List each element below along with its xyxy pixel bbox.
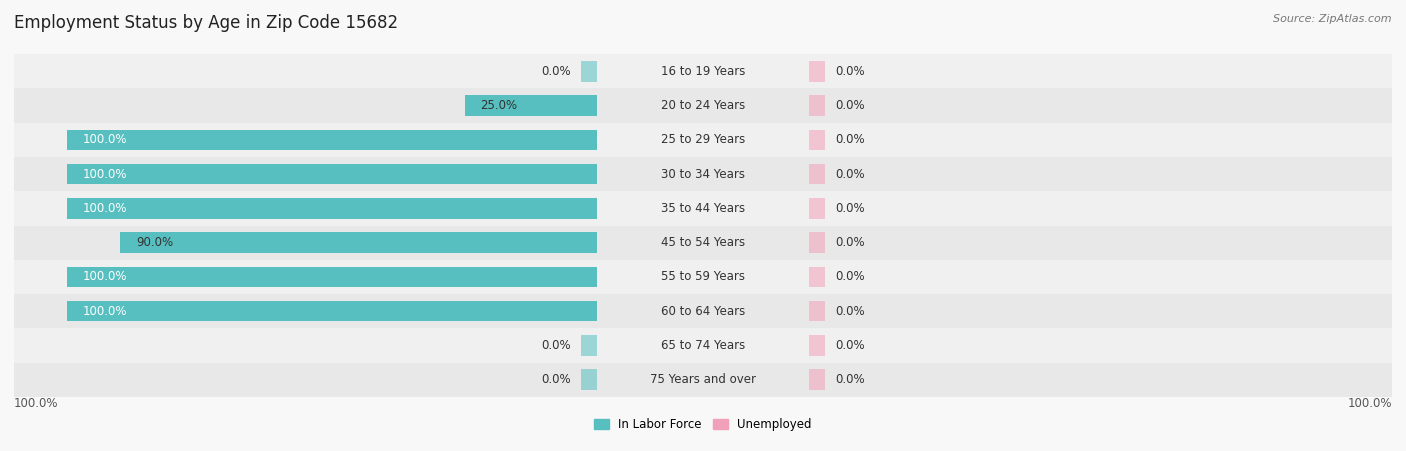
Text: 55 to 59 Years: 55 to 59 Years: [661, 271, 745, 283]
Text: 100.0%: 100.0%: [83, 133, 128, 146]
Bar: [14, 294, 1392, 328]
Text: 90.0%: 90.0%: [136, 236, 173, 249]
Text: 25 to 29 Years: 25 to 29 Years: [661, 133, 745, 146]
Bar: [67, 129, 598, 150]
Text: 0.0%: 0.0%: [835, 168, 865, 180]
Text: 0.0%: 0.0%: [835, 305, 865, 318]
Text: 100.0%: 100.0%: [1347, 397, 1392, 410]
Text: 0.0%: 0.0%: [835, 133, 865, 146]
Bar: [14, 54, 1392, 88]
Bar: [14, 328, 1392, 363]
Text: 35 to 44 Years: 35 to 44 Years: [661, 202, 745, 215]
Text: Source: ZipAtlas.com: Source: ZipAtlas.com: [1274, 14, 1392, 23]
Text: 16 to 19 Years: 16 to 19 Years: [661, 65, 745, 78]
Bar: [581, 369, 598, 390]
Text: 25.0%: 25.0%: [481, 99, 517, 112]
Bar: [14, 363, 1392, 397]
Bar: [808, 61, 825, 82]
Text: 100.0%: 100.0%: [83, 305, 128, 318]
Bar: [581, 335, 598, 356]
Bar: [14, 260, 1392, 294]
Text: 0.0%: 0.0%: [835, 339, 865, 352]
Bar: [808, 232, 825, 253]
Bar: [808, 164, 825, 184]
Text: 75 Years and over: 75 Years and over: [650, 373, 756, 386]
Bar: [808, 301, 825, 322]
Bar: [67, 198, 598, 219]
Text: 100.0%: 100.0%: [14, 397, 59, 410]
Text: 0.0%: 0.0%: [541, 339, 571, 352]
Bar: [67, 267, 598, 287]
Text: 0.0%: 0.0%: [835, 236, 865, 249]
Bar: [581, 61, 598, 82]
Text: 0.0%: 0.0%: [835, 99, 865, 112]
Text: 0.0%: 0.0%: [835, 271, 865, 283]
Bar: [14, 157, 1392, 191]
Bar: [808, 267, 825, 287]
Legend: In Labor Force, Unemployed: In Labor Force, Unemployed: [589, 413, 817, 436]
Bar: [808, 95, 825, 116]
Bar: [808, 129, 825, 150]
Bar: [67, 301, 598, 322]
Bar: [14, 226, 1392, 260]
Bar: [120, 232, 598, 253]
Text: 0.0%: 0.0%: [541, 65, 571, 78]
Bar: [14, 191, 1392, 226]
Text: 20 to 24 Years: 20 to 24 Years: [661, 99, 745, 112]
Text: 65 to 74 Years: 65 to 74 Years: [661, 339, 745, 352]
Text: 100.0%: 100.0%: [83, 168, 128, 180]
Text: 100.0%: 100.0%: [83, 271, 128, 283]
Bar: [808, 198, 825, 219]
Text: 0.0%: 0.0%: [835, 202, 865, 215]
Text: 0.0%: 0.0%: [835, 65, 865, 78]
Text: 60 to 64 Years: 60 to 64 Years: [661, 305, 745, 318]
Bar: [808, 335, 825, 356]
Bar: [464, 95, 598, 116]
Text: 45 to 54 Years: 45 to 54 Years: [661, 236, 745, 249]
Text: Employment Status by Age in Zip Code 15682: Employment Status by Age in Zip Code 156…: [14, 14, 398, 32]
Text: 30 to 34 Years: 30 to 34 Years: [661, 168, 745, 180]
Bar: [14, 123, 1392, 157]
Bar: [808, 369, 825, 390]
Text: 100.0%: 100.0%: [83, 202, 128, 215]
Text: 0.0%: 0.0%: [541, 373, 571, 386]
Bar: [14, 88, 1392, 123]
Bar: [67, 164, 598, 184]
Text: 0.0%: 0.0%: [835, 373, 865, 386]
